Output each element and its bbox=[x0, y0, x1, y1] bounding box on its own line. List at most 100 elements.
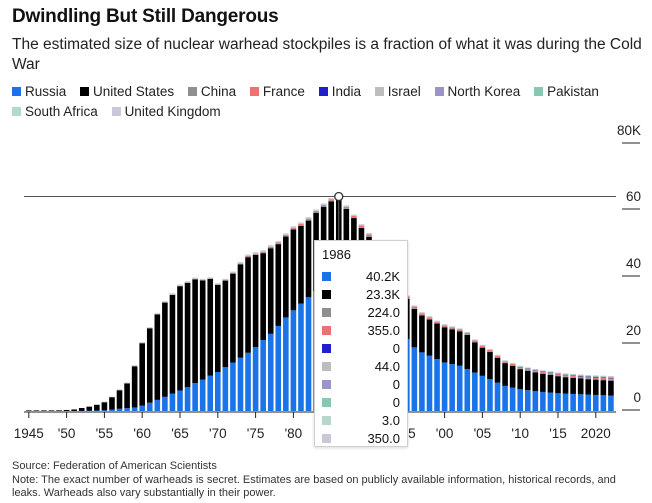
bar-segment-russia[interactable] bbox=[517, 389, 523, 411]
bar-segment-united-states[interactable] bbox=[131, 366, 138, 408]
bar-segment-china[interactable] bbox=[449, 328, 455, 330]
bar-segment-china[interactable] bbox=[555, 375, 561, 377]
bar-segment-russia[interactable] bbox=[562, 393, 569, 411]
bar-segment-united-kingdom[interactable] bbox=[260, 250, 266, 252]
bar-segment-united-states[interactable] bbox=[41, 410, 47, 411]
bar-segment-united-kingdom[interactable] bbox=[600, 375, 607, 377]
bar-segment-united-states[interactable] bbox=[472, 342, 478, 373]
bar-segment-russia[interactable] bbox=[207, 375, 214, 411]
bar-segment-france[interactable] bbox=[540, 371, 546, 373]
bar-segment-united-kingdom[interactable] bbox=[328, 198, 334, 200]
bar-segment-united-kingdom[interactable] bbox=[524, 367, 531, 369]
bar-segment-united-kingdom[interactable] bbox=[86, 406, 93, 407]
bar-segment-pakistan[interactable] bbox=[585, 375, 592, 377]
bar-segment-france[interactable] bbox=[419, 313, 425, 315]
bar-segment-russia[interactable] bbox=[215, 372, 221, 411]
bar-segment-united-kingdom[interactable] bbox=[540, 370, 546, 372]
bar-segment-france[interactable] bbox=[298, 224, 304, 225]
bar-segment-china[interactable] bbox=[562, 376, 569, 378]
bar-segment-united-kingdom[interactable] bbox=[275, 241, 282, 243]
bar-segment-russia[interactable] bbox=[487, 379, 493, 411]
bar-segment-pakistan[interactable] bbox=[570, 374, 576, 376]
bar-segment-russia[interactable] bbox=[494, 382, 501, 411]
bar-segment-united-kingdom[interactable] bbox=[252, 252, 259, 254]
bar-segment-united-states[interactable] bbox=[78, 408, 85, 411]
bar-segment-pakistan[interactable] bbox=[600, 376, 607, 377]
bar-segment-russia[interactable] bbox=[275, 325, 282, 411]
bar-segment-united-states[interactable] bbox=[305, 220, 312, 298]
bar-segment-france[interactable] bbox=[517, 367, 523, 369]
bar-segment-united-states[interactable] bbox=[434, 323, 440, 360]
bar-segment-united-states[interactable] bbox=[608, 380, 614, 396]
bar-segment-united-kingdom[interactable] bbox=[608, 376, 614, 377]
bar-segment-united-states[interactable] bbox=[260, 253, 266, 340]
bar-segment-russia[interactable] bbox=[502, 385, 508, 412]
bar-segment-france[interactable] bbox=[472, 340, 478, 342]
bar-segment-france[interactable] bbox=[313, 211, 319, 212]
bar-segment-france[interactable] bbox=[449, 327, 455, 329]
bar-segment-united-states[interactable] bbox=[283, 236, 289, 318]
bar-segment-france[interactable] bbox=[245, 255, 251, 257]
bar-segment-united-states[interactable] bbox=[298, 225, 304, 304]
bar-segment-united-states[interactable] bbox=[245, 257, 251, 353]
bar-segment-united-kingdom[interactable] bbox=[305, 217, 312, 219]
bar-segment-china[interactable] bbox=[585, 378, 592, 380]
bar-segment-china[interactable] bbox=[540, 372, 546, 374]
bar-segment-united-states[interactable] bbox=[411, 308, 418, 348]
bar-segment-russia[interactable] bbox=[146, 402, 153, 411]
bar-segment-france[interactable] bbox=[509, 363, 516, 365]
bar-segment-france[interactable] bbox=[570, 375, 576, 377]
bar-segment-united-states[interactable] bbox=[237, 264, 244, 358]
bar-segment-united-kingdom[interactable] bbox=[230, 271, 236, 273]
bar-segment-united-kingdom[interactable] bbox=[555, 372, 561, 374]
bar-segment-russia[interactable] bbox=[290, 310, 297, 411]
bar-segment-france[interactable] bbox=[275, 242, 282, 244]
bar-segment-united-kingdom[interactable] bbox=[570, 373, 576, 375]
bar-segment-china[interactable] bbox=[577, 377, 584, 379]
bar-segment-united-kingdom[interactable] bbox=[509, 362, 516, 364]
bar-segment-united-states[interactable] bbox=[109, 397, 115, 410]
bar-segment-united-kingdom[interactable] bbox=[245, 254, 251, 256]
bar-segment-united-states[interactable] bbox=[562, 377, 569, 394]
bar-segment-united-kingdom[interactable] bbox=[290, 226, 297, 228]
bar-segment-china[interactable] bbox=[351, 217, 357, 219]
bar-segment-united-states[interactable] bbox=[146, 328, 153, 403]
bar-segment-united-states[interactable] bbox=[464, 334, 471, 370]
bar-segment-china[interactable] bbox=[343, 208, 350, 209]
bar-segment-united-kingdom[interactable] bbox=[547, 371, 554, 372]
bar-segment-russia[interactable] bbox=[101, 410, 108, 411]
bar-segment-united-kingdom[interactable] bbox=[479, 344, 486, 346]
bar-segment-russia[interactable] bbox=[555, 393, 561, 411]
bar-segment-china[interactable] bbox=[472, 341, 478, 343]
bar-segment-united-kingdom[interactable] bbox=[472, 339, 478, 341]
bar-segment-united-states[interactable] bbox=[540, 373, 546, 392]
bar-segment-united-kingdom[interactable] bbox=[502, 360, 508, 362]
bar-segment-china[interactable] bbox=[426, 318, 433, 320]
bar-segment-united-kingdom[interactable] bbox=[487, 349, 493, 350]
bar-segment-russia[interactable] bbox=[192, 383, 198, 411]
bar-segment-russia[interactable] bbox=[169, 393, 176, 411]
bar-segment-united-states[interactable] bbox=[456, 331, 463, 366]
bar-segment-russia[interactable] bbox=[86, 410, 93, 411]
bar-segment-united-states[interactable] bbox=[116, 390, 123, 409]
bar-segment-russia[interactable] bbox=[426, 355, 433, 411]
bar-segment-russia[interactable] bbox=[139, 405, 145, 411]
bar-segment-united-states[interactable] bbox=[524, 370, 531, 391]
bar-segment-united-states[interactable] bbox=[487, 352, 493, 380]
bar-segment-france[interactable] bbox=[426, 317, 433, 319]
bar-segment-china[interactable] bbox=[509, 364, 516, 366]
bar-segment-pakistan[interactable] bbox=[577, 375, 584, 376]
bar-segment-france[interactable] bbox=[260, 251, 266, 253]
bar-segment-russia[interactable] bbox=[464, 369, 471, 412]
bar-segment-russia[interactable] bbox=[411, 347, 418, 411]
bar-segment-united-kingdom[interactable] bbox=[434, 320, 440, 322]
bar-segment-united-kingdom[interactable] bbox=[283, 233, 289, 235]
bar-segment-china[interactable] bbox=[502, 362, 508, 364]
bar-segment-pakistan[interactable] bbox=[540, 370, 546, 372]
bar-segment-united-kingdom[interactable] bbox=[109, 396, 115, 398]
bar-segment-china[interactable] bbox=[608, 379, 614, 381]
bar-segment-russia[interactable] bbox=[267, 333, 274, 411]
bar-segment-france[interactable] bbox=[487, 350, 493, 352]
bar-segment-india[interactable] bbox=[555, 373, 561, 375]
bar-segment-united-kingdom[interactable] bbox=[585, 375, 592, 376]
